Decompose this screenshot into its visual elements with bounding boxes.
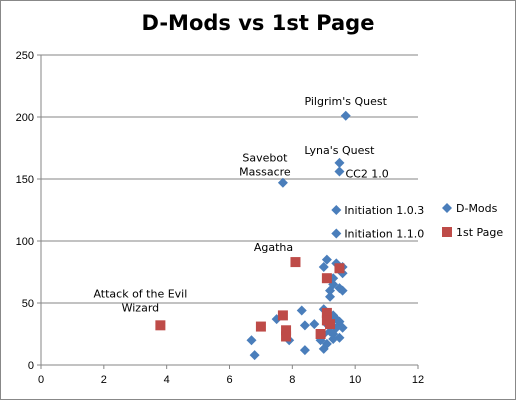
annotation-label: Wizard [122,301,160,314]
data-point-dmods [328,333,339,344]
y-tick-label: 250 [16,50,34,62]
data-point-dmods [318,262,329,273]
annotation-label: Massacre [239,166,291,179]
gridlines [41,54,418,304]
y-tick-label: 150 [16,174,34,186]
annotations: Pilgrim's Quest Lyna's Quest SavebotMassac… [93,95,424,315]
data-point-dmods [337,285,348,296]
data-point-dmods [334,157,345,168]
data-point-1st-page [321,307,332,318]
y-tick-label: 100 [16,236,34,248]
x-tick-label: 4 [164,374,170,386]
data-point-dmods [299,320,310,331]
data-point-1st-page [281,331,292,342]
data-point-dmods [334,332,345,343]
data-point-dmods [299,345,310,356]
data-point-dmods [249,350,260,361]
x-tick-label: 6 [226,374,232,386]
data-point-dmods [337,322,348,333]
annotation-label: Agatha [254,241,293,254]
x-tick-label: 10 [349,374,361,386]
y-tick-label: 0 [28,360,34,372]
data-point-dmods [318,343,329,354]
legend-marker-dmods [442,203,452,213]
x-tick-label: 8 [289,374,295,386]
legend-label: D-Mods [456,202,498,215]
data-point-dmods [340,110,351,121]
data-point-dmods [331,205,342,215]
legend-label: 1st Page [456,226,503,239]
y-tick-label: 200 [16,112,34,124]
x-tick-label: 12 [412,374,424,386]
legend-marker-1st-page [442,227,452,237]
annotation-label: Savebot [242,152,288,165]
data-point-1st-page [334,263,345,274]
x-tick-label: 0 [38,374,44,386]
data-point-dmods [277,177,288,188]
data-point-dmods [309,319,320,330]
data-point-dmods [331,228,342,239]
data-point-dmods [334,166,345,177]
data-point-1st-page [155,320,166,331]
y-tick-label: 50 [22,298,34,310]
data-point-1st-page [281,325,292,336]
data-point-dmods [325,291,336,302]
data-point-1st-page [277,310,288,321]
tick-labels: 0 50 100 150 200 250 0 2 4 6 8 10 12 [16,50,424,386]
data-point-dmods [325,285,336,296]
annotation-label: Lyna's Quest [304,144,375,157]
annotation-label: Attack of the Evil [93,287,187,300]
data-points [155,110,351,361]
annotation-label: Pilgrim's Quest [304,95,387,108]
data-point-dmods [296,305,307,316]
annotation-label: CC2 1.0 [345,168,388,181]
data-point-dmods [246,335,257,346]
data-point-1st-page [255,321,266,332]
data-point-1st-page [315,329,326,339]
axes [37,54,419,369]
data-point-1st-page [290,257,301,268]
annotation-label: Initiation 1.0.3 [344,204,424,217]
data-point-1st-page [325,319,336,330]
legend: D-Mods 1st Page [442,202,503,239]
data-point-1st-page [321,273,332,284]
annotation-label: Initiation 1.1.0 [344,228,424,241]
data-point-dmods [321,254,332,265]
x-tick-label: 2 [101,374,107,386]
chart-title: D-Mods vs 1st Page [142,11,375,35]
